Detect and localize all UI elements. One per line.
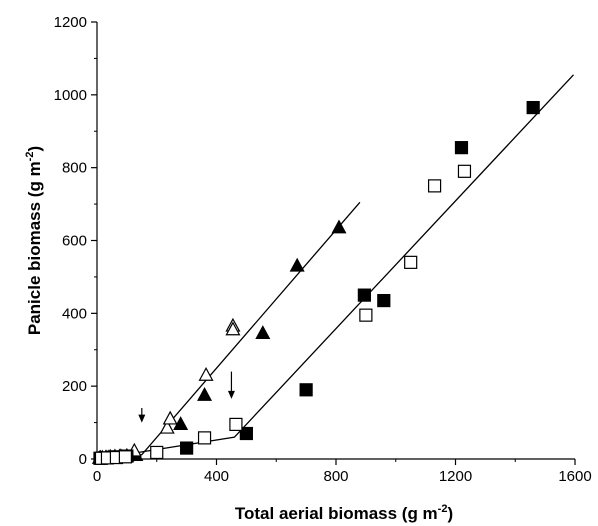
arrow-head-2 <box>227 390 235 399</box>
x-axis-title-close: ) <box>447 504 453 523</box>
y-axis-title-superscript: -2 <box>24 152 36 162</box>
data-point <box>239 426 253 441</box>
x-tick-label: 400 <box>204 468 229 485</box>
y-ticks: 0 200 400 600 800 1000 1200 <box>54 14 97 468</box>
y-tick-label: 600 <box>62 233 87 250</box>
x-axis-title-text: Total aerial biomass (g m <box>235 504 438 523</box>
data-point <box>180 441 194 455</box>
data-point <box>454 141 469 155</box>
data-point <box>198 366 214 381</box>
data-point <box>197 431 212 445</box>
data-point <box>173 416 189 431</box>
data-point <box>118 450 132 464</box>
data-point <box>377 293 391 308</box>
x-tick-label: 1200 <box>439 468 472 485</box>
x-axis-title-superscript: -2 <box>438 503 448 515</box>
data-point <box>289 257 305 272</box>
data-point <box>299 383 313 397</box>
x-tick-label: 1600 <box>558 468 591 485</box>
y-tick-label: 1200 <box>54 14 87 31</box>
x-ticks: 0 400 800 1200 1600 <box>93 459 592 485</box>
data-point <box>359 308 373 322</box>
y-tick-label: 800 <box>62 160 87 177</box>
data-point <box>225 321 241 336</box>
series-2 <box>93 317 241 464</box>
y-tick-label: 400 <box>62 305 87 322</box>
x-tick-label: 0 <box>93 468 101 485</box>
arrow-head-1 <box>138 414 146 423</box>
y-tick-label: 0 <box>79 451 87 468</box>
data-point <box>427 179 442 193</box>
data-point <box>162 410 178 425</box>
data-point <box>229 417 243 432</box>
data-point <box>457 164 472 178</box>
y-axis-title-text: Panicle biomass (g m <box>25 161 44 335</box>
annotation-arrows <box>138 371 235 423</box>
y-axis-title-close: ) <box>25 146 44 152</box>
series-1 <box>91 219 347 464</box>
fit-line-2 <box>96 74 574 460</box>
x-tick-label: 800 <box>323 468 348 485</box>
y-axis-title: Panicle biomass (g m-2) <box>24 146 44 335</box>
series-4 <box>94 164 472 465</box>
data-points <box>91 100 540 465</box>
data-point <box>150 445 164 460</box>
y-tick-label: 1000 <box>54 87 87 104</box>
data-point <box>197 387 213 401</box>
fit-lines <box>96 74 574 460</box>
data-point <box>404 255 418 269</box>
data-point <box>331 219 347 234</box>
series-3 <box>93 100 540 465</box>
data-point <box>357 288 371 302</box>
data-point <box>526 100 540 115</box>
x-axis-title: Total aerial biomass (g m-2) <box>235 503 453 523</box>
axes <box>96 22 575 460</box>
data-point <box>159 419 175 434</box>
y-tick-label: 200 <box>62 378 87 395</box>
data-point <box>255 325 271 339</box>
